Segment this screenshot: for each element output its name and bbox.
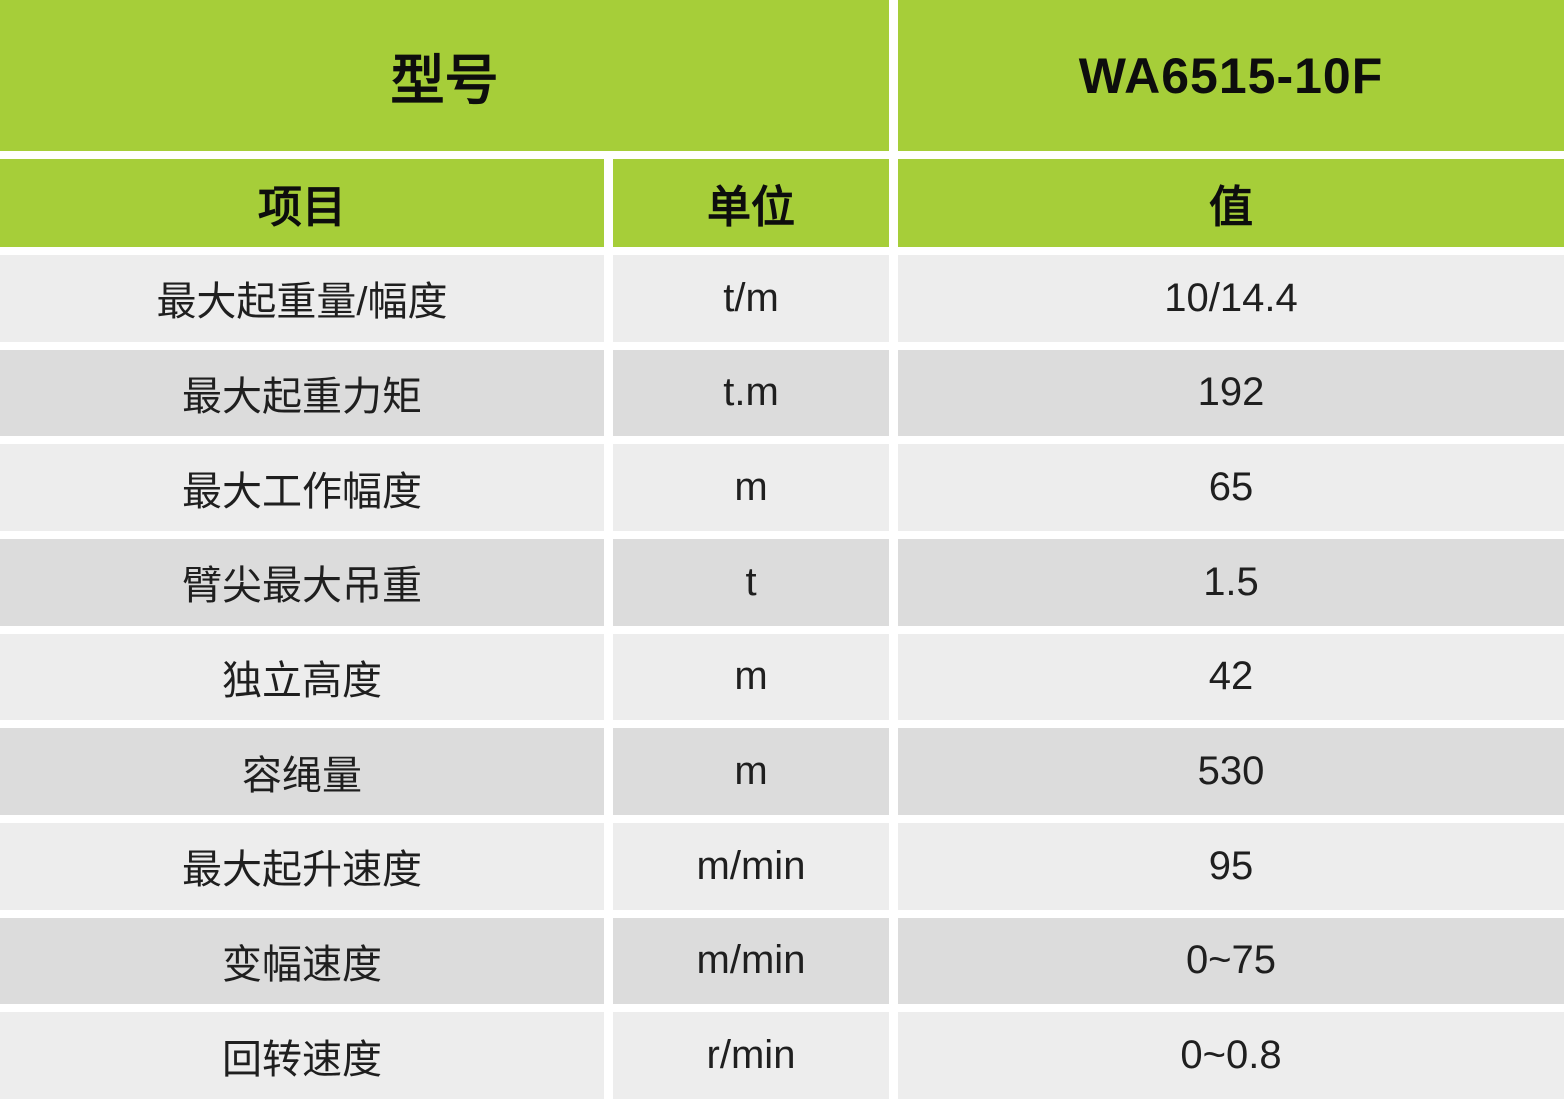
model-header-cell: 型号 xyxy=(0,0,889,151)
unit-cell: m xyxy=(613,633,889,721)
unit-cell: m/min xyxy=(613,917,889,1005)
item-cell: 最大工作幅度 xyxy=(0,444,604,531)
item-cell: 变幅速度 xyxy=(0,917,604,1005)
item-cell: 容绳量 xyxy=(0,728,604,815)
value-cell: 10/14.4 xyxy=(898,255,1564,342)
value-cell: 0~75 xyxy=(898,917,1564,1005)
value-cell: 530 xyxy=(898,728,1564,815)
item-cell: 回转速度 xyxy=(0,1012,604,1099)
value-cell: 65 xyxy=(898,444,1564,531)
item-cell: 最大起重量/幅度 xyxy=(0,255,604,342)
unit-cell: m xyxy=(613,728,889,815)
unit-cell: t/m xyxy=(613,255,889,342)
value-cell: 1.5 xyxy=(898,538,1564,626)
item-cell: 最大起升速度 xyxy=(0,822,604,910)
unit-cell: t xyxy=(613,538,889,626)
value-cell: 42 xyxy=(898,633,1564,721)
value-cell: 95 xyxy=(898,822,1564,910)
unit-cell: m xyxy=(613,444,889,531)
column-header-item: 项目 xyxy=(0,159,604,247)
model-name-cell: WA6515-10F xyxy=(898,0,1564,151)
column-header-value: 值 xyxy=(898,159,1564,247)
item-cell: 臂尖最大吊重 xyxy=(0,538,604,626)
item-cell: 独立高度 xyxy=(0,633,604,721)
column-header-unit: 单位 xyxy=(613,159,889,247)
unit-cell: m/min xyxy=(613,822,889,910)
unit-cell: t.m xyxy=(613,349,889,437)
value-cell: 0~0.8 xyxy=(898,1012,1564,1099)
unit-cell: r/min xyxy=(613,1012,889,1099)
value-cell: 192 xyxy=(898,349,1564,437)
item-cell: 最大起重力矩 xyxy=(0,349,604,437)
